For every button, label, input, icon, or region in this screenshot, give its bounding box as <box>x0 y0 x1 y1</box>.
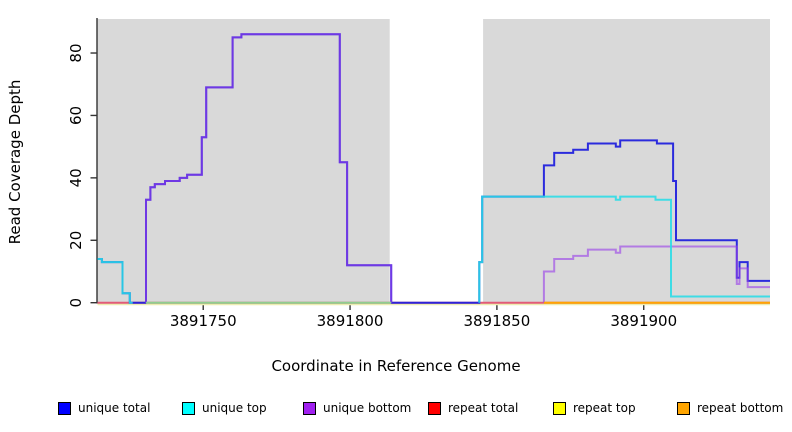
legend-label-repeat-bottom: repeat bottom <box>697 401 784 415</box>
legend-swatch-unique-top <box>182 401 195 415</box>
legend-item-repeat-bottom: repeat bottom <box>677 401 783 415</box>
legend-label-repeat-total: repeat total <box>448 401 519 415</box>
y-tick-label-1: 20 <box>67 231 85 250</box>
series-line-unique-bottom-1 <box>542 245 770 303</box>
y-tick-label-3: 60 <box>67 106 85 125</box>
series-line-unique-top-0 <box>97 258 133 304</box>
legend-swatch-unique-total <box>58 401 71 415</box>
legend-label-repeat-top: repeat top <box>573 401 636 415</box>
legend-swatch-repeat-top <box>553 401 566 415</box>
legend-item-repeat-top: repeat top <box>553 401 636 415</box>
legend-item-unique-total: unique total <box>58 401 150 415</box>
legend-item-repeat-total: repeat total <box>428 401 518 415</box>
covered-region-left <box>97 19 390 304</box>
y-tick-label-4: 80 <box>67 43 85 62</box>
y-tick-label-0: 0 <box>67 298 85 308</box>
y-tick-label-2: 40 <box>67 168 85 187</box>
legend-swatch-repeat-total <box>428 401 441 415</box>
covered-region-right <box>483 19 770 304</box>
x-axis-title: Coordinate in Reference Genome <box>271 357 521 375</box>
series-line-unique-top-1 <box>478 195 770 303</box>
legend-swatch-repeat-bottom <box>677 401 690 415</box>
legend-item-unique-top: unique top <box>182 401 267 415</box>
x-tick-label-2: 3891850 <box>463 312 530 330</box>
x-tick-label-0: 3891750 <box>170 312 237 330</box>
legend-label-unique-bottom: unique bottom <box>323 401 412 415</box>
y-axis-title: Read Coverage Depth <box>6 79 24 245</box>
legend-item-unique-bottom: unique bottom <box>303 401 411 415</box>
x-tick-label-1: 3891800 <box>317 312 384 330</box>
legend-label-unique-total: unique total <box>78 401 151 415</box>
legend-swatch-unique-bottom <box>303 401 316 415</box>
legend-label-unique-top: unique top <box>202 401 267 415</box>
x-tick-label-3: 3891900 <box>610 312 677 330</box>
series-line-unique-bottom-0 <box>145 33 393 303</box>
